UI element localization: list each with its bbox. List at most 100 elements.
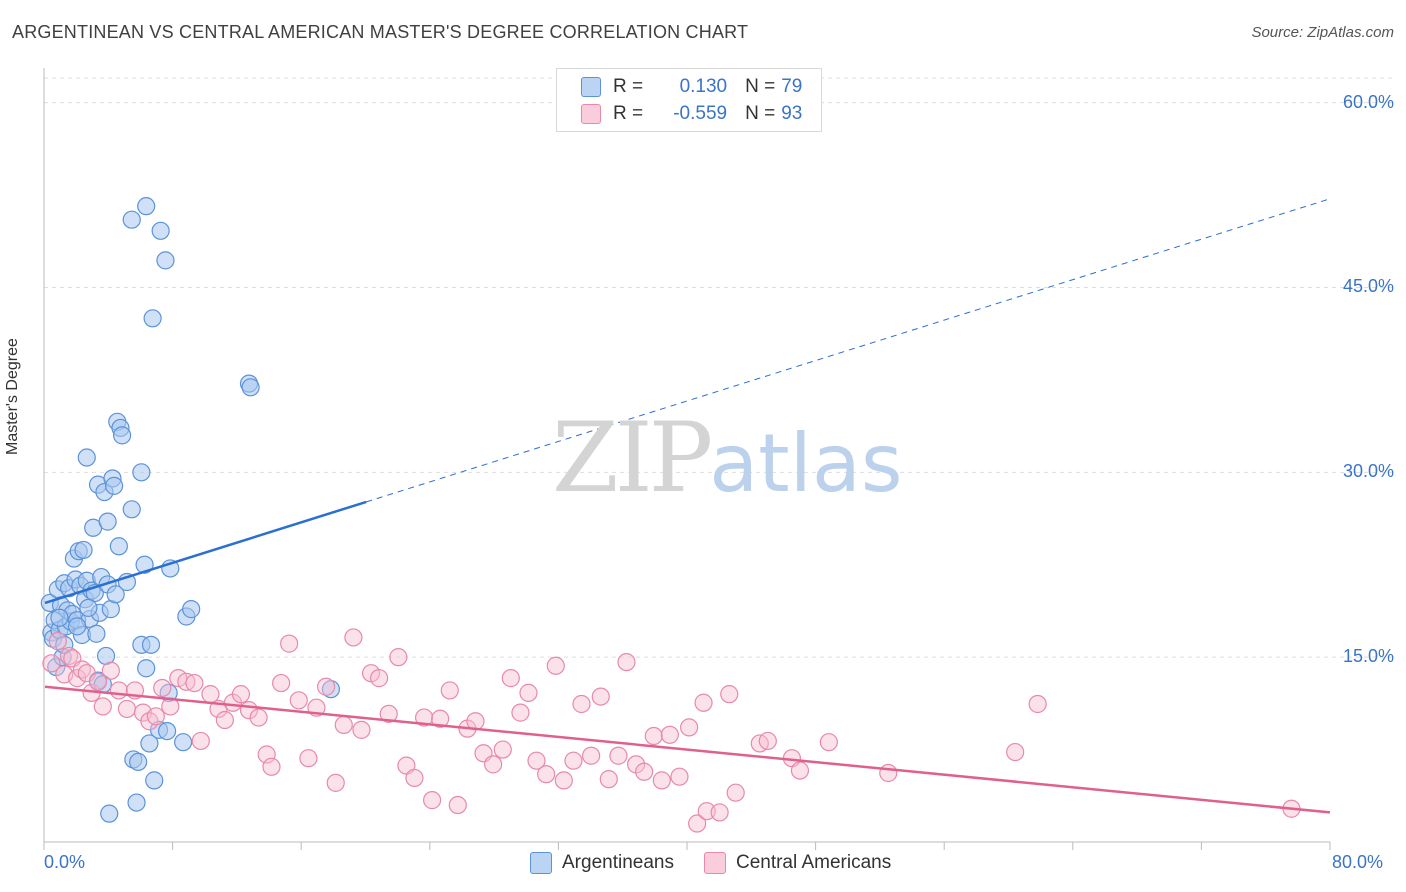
central-americans-point bbox=[280, 634, 299, 653]
argentineans-point bbox=[122, 210, 141, 229]
central-americans-point bbox=[644, 726, 663, 746]
argentineans-point bbox=[143, 309, 162, 328]
grid-layer bbox=[44, 77, 1394, 658]
argentineans-point bbox=[132, 463, 151, 482]
legend-swatch-blue bbox=[530, 852, 552, 874]
x-tick-max: 80.0% bbox=[1332, 852, 1384, 872]
central-americans-point bbox=[59, 646, 79, 666]
argentineans-point bbox=[241, 378, 260, 397]
argentineans-point bbox=[100, 804, 119, 823]
argentineans-points bbox=[40, 197, 341, 823]
central-americans-trend bbox=[44, 685, 1331, 814]
central-americans-point bbox=[617, 652, 636, 672]
y-axis-label: Master's Degree bbox=[4, 338, 21, 455]
central-americans-point bbox=[370, 669, 389, 688]
central-americans-point bbox=[423, 791, 442, 810]
argentineans-point bbox=[106, 585, 125, 604]
central-americans-point bbox=[660, 725, 679, 744]
argentineans-point bbox=[145, 771, 164, 790]
central-americans-point bbox=[289, 691, 308, 710]
r-value: -0.559 bbox=[673, 103, 728, 124]
argentineans-point bbox=[182, 600, 201, 619]
central-americans-point bbox=[501, 669, 520, 688]
legend-item-central-americans[interactable]: Central Americans bbox=[703, 852, 892, 874]
central-americans-point bbox=[564, 751, 583, 770]
central-americans-point bbox=[554, 771, 573, 790]
argentineans-point bbox=[68, 617, 87, 636]
argentineans-point bbox=[98, 512, 117, 531]
watermark: ZIPatlas bbox=[552, 402, 903, 514]
central-americans-point bbox=[652, 771, 671, 790]
argentineans-point bbox=[140, 734, 159, 753]
central-americans-point bbox=[680, 718, 699, 737]
legend-label-central-americans: Central Americans bbox=[735, 852, 892, 873]
central-americans-point bbox=[262, 757, 281, 776]
central-americans-point bbox=[109, 681, 128, 700]
central-americans-point bbox=[146, 707, 165, 726]
argentineans-point bbox=[151, 221, 170, 240]
central-americans-point bbox=[272, 673, 291, 693]
central-americans-point bbox=[414, 708, 434, 727]
central-americans-points bbox=[42, 628, 1301, 833]
central-americans-point bbox=[591, 687, 610, 706]
central-americans-point bbox=[582, 746, 601, 765]
central-americans-point bbox=[93, 697, 112, 716]
argentineans-point bbox=[156, 251, 175, 270]
central-americans-point bbox=[635, 762, 654, 781]
argentineans-trend-dashed bbox=[366, 198, 1331, 503]
central-americans-point bbox=[511, 703, 530, 722]
central-americans-point bbox=[185, 673, 204, 693]
argentineans-point bbox=[104, 476, 124, 495]
central-americans-point bbox=[117, 699, 137, 719]
legend-swatch-pink bbox=[581, 104, 601, 124]
central-americans-point bbox=[572, 694, 591, 714]
argentineans-point bbox=[174, 733, 193, 752]
argentineans-point bbox=[129, 752, 148, 772]
central-americans-point bbox=[101, 661, 120, 680]
legend-item-argentineans[interactable]: Argentineans bbox=[530, 852, 674, 874]
central-americans-point bbox=[527, 751, 546, 770]
central-americans-point bbox=[334, 715, 353, 735]
argentineans-point bbox=[127, 793, 146, 812]
chart-title: ARGENTINEAN VS CENTRAL AMERICAN MASTER'S… bbox=[12, 22, 749, 42]
r-label: R = bbox=[613, 103, 644, 124]
central-americans-point bbox=[431, 709, 450, 728]
argentineans-point bbox=[50, 608, 69, 627]
central-americans-point bbox=[670, 767, 689, 786]
central-americans-point bbox=[352, 720, 371, 739]
y-tick-label: 45.0% bbox=[1342, 276, 1394, 297]
n-value: 79 bbox=[781, 76, 803, 97]
central-americans-point bbox=[249, 708, 268, 727]
central-americans-point bbox=[697, 802, 716, 821]
central-americans-point bbox=[1028, 694, 1047, 714]
y-tick-label: 30.0% bbox=[1342, 461, 1394, 482]
argentineans-point bbox=[122, 500, 141, 519]
watermark-atlas: atlas bbox=[709, 417, 903, 510]
central-americans-point bbox=[609, 746, 628, 765]
central-americans-point bbox=[537, 765, 556, 784]
central-americans-point bbox=[48, 632, 67, 651]
central-americans-point bbox=[299, 749, 318, 768]
central-americans-point bbox=[694, 693, 713, 712]
central-americans-point bbox=[720, 685, 739, 704]
central-americans-point bbox=[710, 803, 729, 822]
n-value: 93 bbox=[781, 103, 803, 124]
n-label: N = bbox=[745, 76, 776, 97]
central-americans-point bbox=[819, 733, 838, 752]
central-americans-point bbox=[440, 681, 459, 700]
central-americans-point bbox=[493, 740, 512, 759]
legend-swatch-blue bbox=[581, 77, 601, 97]
central-americans-point bbox=[153, 678, 172, 698]
central-americans-point bbox=[726, 783, 745, 802]
r-label: R = bbox=[613, 76, 644, 97]
r-value: 0.130 bbox=[679, 76, 728, 97]
central-americans-point bbox=[68, 669, 87, 688]
central-americans-point bbox=[599, 770, 618, 789]
central-americans-point bbox=[191, 731, 210, 751]
central-americans-point bbox=[379, 704, 398, 723]
central-americans-point bbox=[688, 814, 707, 833]
argentineans-point bbox=[112, 426, 132, 445]
x-tick-min: 0.0% bbox=[44, 852, 86, 872]
central-americans-point bbox=[879, 763, 898, 783]
